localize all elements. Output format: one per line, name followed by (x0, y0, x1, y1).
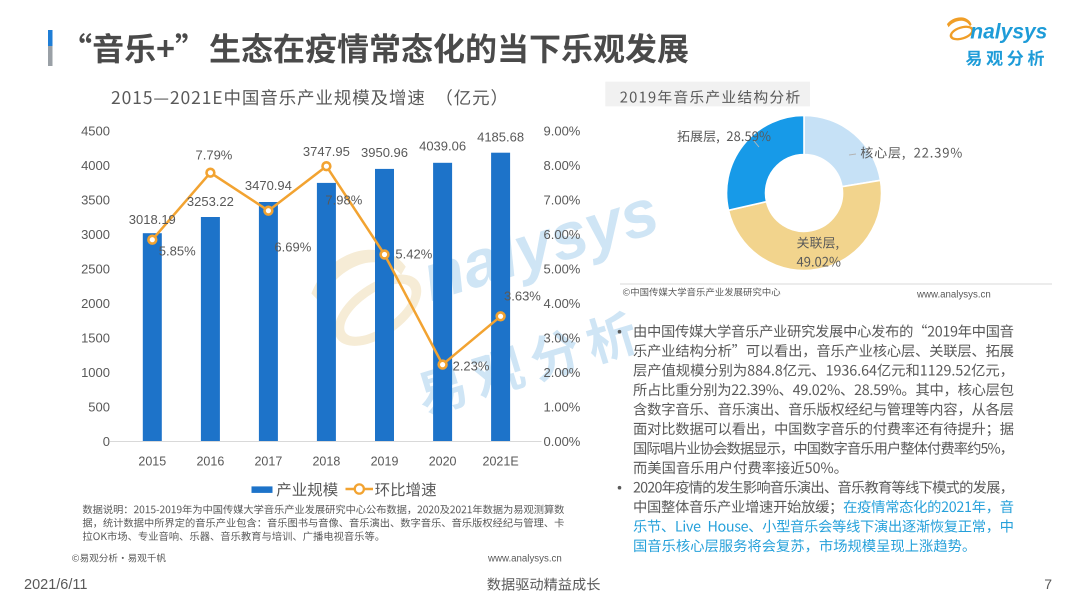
svg-text:6.00%: 6.00% (544, 227, 581, 242)
svg-text:3500: 3500 (81, 193, 110, 208)
svg-text:4000: 4000 (81, 158, 110, 173)
svg-text:3950.96: 3950.96 (361, 145, 408, 160)
svg-text:5.42%: 5.42% (395, 247, 432, 262)
svg-text:nalysys: nalysys (970, 21, 1047, 44)
svg-text:2.23%: 2.23% (453, 359, 490, 374)
svg-text:9.00%: 9.00% (544, 124, 581, 139)
svg-text:7.79%: 7.79% (196, 148, 233, 163)
svg-text:3.63%: 3.63% (504, 288, 541, 303)
svg-text:2016: 2016 (196, 454, 224, 468)
svg-text:1.00%: 1.00% (544, 400, 581, 415)
svg-text:2000: 2000 (81, 296, 110, 311)
svg-text:0.00%: 0.00% (544, 434, 581, 449)
svg-text:2020: 2020 (429, 454, 457, 468)
svg-text:3470.94: 3470.94 (245, 178, 292, 193)
svg-text:2.00%: 2.00% (544, 365, 581, 380)
svg-text:6.69%: 6.69% (274, 240, 311, 255)
svg-text:2015: 2015 (138, 454, 166, 468)
svg-text:4185.68: 4185.68 (477, 129, 524, 144)
svg-text:2019: 2019 (371, 454, 399, 468)
svg-text:2021/6/11: 2021/6/11 (24, 577, 87, 593)
svg-text:www.analysys.cn: www.analysys.cn (916, 290, 991, 301)
svg-text:3018.19: 3018.19 (129, 212, 176, 227)
svg-text:500: 500 (88, 400, 110, 415)
svg-text:2021E: 2021E (483, 454, 519, 468)
svg-text:2500: 2500 (81, 262, 110, 277)
svg-text:2018: 2018 (312, 454, 340, 468)
svg-text:www.analysys.cn: www.analysys.cn (487, 554, 562, 565)
svg-text:4500: 4500 (81, 124, 110, 139)
svg-text:3747.95: 3747.95 (303, 144, 350, 159)
svg-text:4039.06: 4039.06 (419, 138, 466, 153)
svg-text:3253.22: 3253.22 (187, 194, 234, 209)
svg-text:7.00%: 7.00% (544, 193, 581, 208)
svg-text:3.00%: 3.00% (544, 331, 581, 346)
svg-text:4.00%: 4.00% (544, 296, 581, 311)
svg-text:1500: 1500 (81, 331, 110, 346)
svg-text:7.98%: 7.98% (325, 193, 362, 208)
svg-text:7: 7 (1044, 576, 1052, 592)
svg-text:0: 0 (103, 434, 110, 449)
svg-text:5.85%: 5.85% (159, 244, 196, 259)
svg-text:5.00%: 5.00% (544, 262, 581, 277)
svg-text:2017: 2017 (254, 454, 282, 468)
svg-text:3000: 3000 (81, 227, 110, 242)
svg-text:1000: 1000 (81, 365, 110, 380)
svg-text:8.00%: 8.00% (544, 158, 581, 173)
